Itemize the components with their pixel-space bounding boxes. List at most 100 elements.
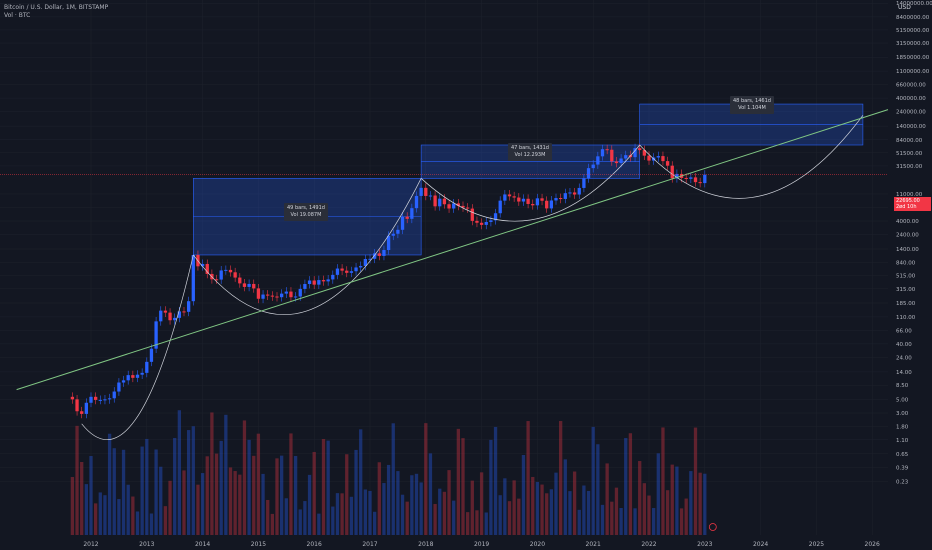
volume-bar <box>703 473 707 535</box>
price-tick-label: 14000000.00 <box>896 1 932 7</box>
candle <box>503 194 507 201</box>
candle <box>466 207 470 209</box>
candle <box>70 396 75 400</box>
price-tick-label: 1.10 <box>896 438 909 444</box>
candle <box>359 265 363 268</box>
candle <box>89 396 93 403</box>
candle <box>298 288 302 297</box>
volume-bar <box>498 495 502 535</box>
price-tick-label: 515.00 <box>896 274 916 280</box>
candle <box>75 399 79 412</box>
candle <box>200 263 205 267</box>
volume-bar <box>84 484 88 535</box>
candle <box>345 270 349 273</box>
time-tick-label: 2014 <box>195 541 210 548</box>
range-annotation-3[interactable]: 48 bars, 1461d Vol 1.104M <box>730 96 774 114</box>
candle <box>317 280 321 285</box>
volume-bar <box>247 439 251 535</box>
range-annotation-1[interactable]: 49 bars, 1491d Vol 19.087M <box>284 203 328 221</box>
volume-bar <box>89 456 93 535</box>
volume-bar <box>275 458 279 535</box>
candle <box>507 194 512 197</box>
volume-bar <box>173 437 177 535</box>
time-axis[interactable]: 2012 2013 2014 2015 2016 2017 2018 2019 2020 2021… <box>83 541 880 548</box>
candle <box>135 374 140 378</box>
volume-bar <box>693 427 698 535</box>
candle <box>261 294 265 299</box>
volume-bar <box>331 506 335 535</box>
price-tick-label: 0.39 <box>896 465 909 471</box>
candle <box>591 164 595 169</box>
volume-bar <box>624 438 628 535</box>
volume-bar <box>205 456 209 535</box>
cycle-arc <box>420 144 640 222</box>
volume-bar <box>479 472 484 535</box>
volume-bar <box>112 448 116 535</box>
candle <box>205 263 209 274</box>
price-tick-label: 840.00 <box>896 261 916 267</box>
candle <box>517 197 521 202</box>
candle <box>173 317 177 321</box>
volume-bar <box>187 430 191 535</box>
candle <box>540 198 544 201</box>
candle <box>452 203 456 209</box>
volume-bar <box>475 510 479 535</box>
candle <box>247 283 251 287</box>
volume-bar <box>424 423 428 535</box>
candle <box>331 274 335 280</box>
volume-bar <box>679 508 684 535</box>
volume-bar <box>638 461 642 535</box>
range-boxes <box>193 103 864 256</box>
candle <box>559 198 563 200</box>
price-tick-label: 3150000.00 <box>896 41 930 47</box>
volume-bar <box>549 489 553 535</box>
price-tick-label: 14.00 <box>896 370 912 376</box>
volume-bar <box>145 438 149 535</box>
price-tick-label: 5150000.00 <box>896 28 930 34</box>
candle <box>531 203 535 206</box>
candle <box>633 148 637 158</box>
candle <box>684 177 688 179</box>
volume-bar <box>377 462 381 535</box>
volume-bar <box>98 492 102 535</box>
candle <box>391 233 395 236</box>
price-tick-label: 1100000.00 <box>896 69 930 75</box>
candle <box>284 291 288 294</box>
volume-bar <box>354 449 358 535</box>
volume-bar <box>107 433 112 535</box>
volume-bar <box>545 493 549 535</box>
volume-bar <box>382 483 386 535</box>
volume-bar <box>428 453 433 535</box>
time-tick-label: 2018 <box>418 541 433 548</box>
volume-bar <box>368 490 372 535</box>
volume-label: Vol · BTC <box>4 12 31 19</box>
candle <box>154 321 158 349</box>
candle <box>94 396 98 400</box>
candle <box>545 200 549 209</box>
volume-bar <box>540 484 544 535</box>
time-tick-label: 2025 <box>809 541 824 548</box>
volume-bar <box>293 456 298 535</box>
candle <box>456 203 460 206</box>
price-tick-label: 140000.00 <box>896 124 926 130</box>
volume-bar <box>80 461 84 535</box>
volume-bar <box>233 471 237 535</box>
candle <box>289 291 293 298</box>
candle <box>419 187 423 196</box>
range-annotation-2[interactable]: 47 bars, 1431d Vol 12.293M <box>508 143 552 161</box>
range-bars-2: 47 bars, 1431d <box>511 145 549 151</box>
volume-bar <box>447 470 451 535</box>
volume-bar <box>117 499 121 535</box>
volume-bar <box>405 501 409 535</box>
price-axis[interactable]: 14000000.00 8400000.00 5150000.00 3150000.0… <box>896 1 932 485</box>
candle <box>382 250 386 256</box>
volume-bar <box>289 433 293 535</box>
trendline[interactable] <box>16 109 889 391</box>
candle <box>642 150 646 156</box>
volume-bar <box>410 475 414 535</box>
candle <box>572 192 577 195</box>
price-tick-label: 11000.00 <box>896 192 923 198</box>
candle <box>703 174 707 184</box>
volume-bar <box>507 501 512 535</box>
